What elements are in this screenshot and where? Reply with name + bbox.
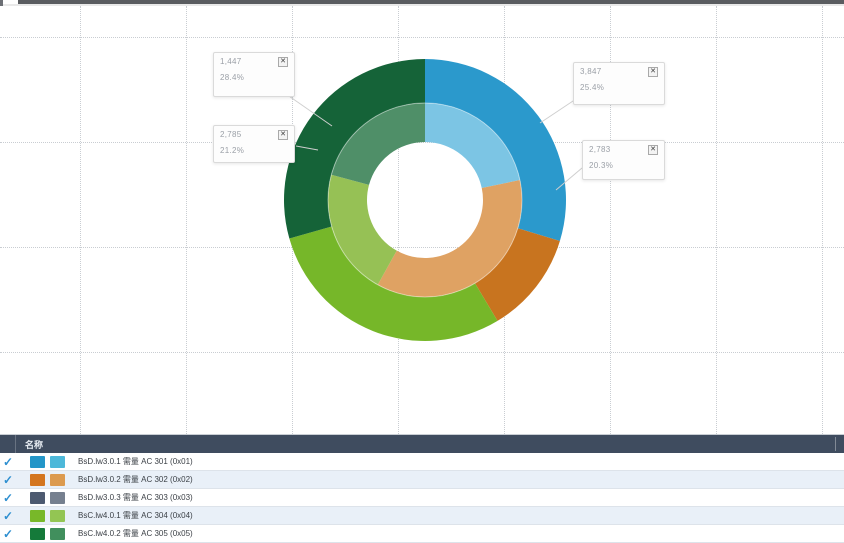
callout-leader-line: [285, 93, 333, 127]
checkbox-checked-icon[interactable]: ✓: [2, 472, 14, 487]
callout-percent: 21.2%: [220, 146, 245, 155]
gridline: [0, 37, 844, 38]
table-row[interactable]: ✓ BsD.lw3.0.3 需量 AC 303 (0x03): [0, 489, 844, 507]
column-header-name: 名称: [25, 439, 44, 450]
callout-percent: 25.4%: [580, 83, 605, 92]
series-label: BsC.lw4.0.2 需量 AC 305 (0x05): [78, 529, 193, 538]
close-icon[interactable]: ✕: [648, 67, 658, 77]
checkbox-cell: ✓: [0, 453, 16, 471]
window-chrome-divider: [0, 4, 844, 6]
series-label: BsC.lw4.0.1 需量 AC 304 (0x04): [78, 511, 193, 520]
chart-callout: 2,785 ✕ 21.2%: [213, 125, 295, 163]
inner-ring-segment-light-blue[interactable]: [425, 103, 520, 189]
series-label: BsD.lw3.0.1 需量 AC 301 (0x01): [78, 457, 193, 466]
table-header: 名称: [0, 435, 844, 453]
callout-percent: 20.3%: [589, 161, 614, 170]
callout-value: 1,447: [220, 57, 242, 66]
header-column-separator: [835, 437, 836, 451]
outer-ring-segment-green[interactable]: [289, 226, 498, 341]
table-row[interactable]: ✓ BsD.lw3.0.2 需量 AC 302 (0x02): [0, 471, 844, 489]
gridline: [0, 142, 844, 143]
inner-ring-segment-sea-green[interactable]: [331, 103, 425, 185]
callout-leader-line: [539, 98, 577, 124]
series-swatch-light: [50, 491, 65, 504]
series-swatch-dark: [30, 473, 45, 486]
checkbox-checked-icon[interactable]: ✓: [2, 508, 14, 523]
callout-value: 3,847: [580, 67, 602, 76]
outer-ring-segment-dark-green[interactable]: [284, 59, 425, 239]
checkbox-checked-icon[interactable]: ✓: [2, 454, 14, 469]
gridline: [0, 352, 844, 353]
gridline: [0, 247, 844, 248]
callout-percent: 28.4%: [220, 73, 245, 82]
table-row[interactable]: ✓ BsC.lw4.0.1 需量 AC 304 (0x04): [0, 507, 844, 525]
inner-ring-segment-light-orange[interactable]: [377, 180, 522, 297]
series-swatch-dark: [30, 527, 45, 540]
series-swatch-light: [50, 473, 65, 486]
chart-callout: 1,447 ✕ 28.4%: [213, 52, 295, 97]
checkbox-cell: ✓: [0, 507, 16, 525]
close-icon[interactable]: ✕: [278, 57, 288, 67]
series-swatch-light: [50, 455, 65, 468]
series-swatch-light: [50, 527, 65, 540]
gridline: [186, 6, 187, 434]
gridline: [398, 6, 399, 434]
callout-leader-line: [555, 167, 583, 191]
series-label: BsD.lw3.0.2 需量 AC 302 (0x02): [78, 475, 193, 484]
window-chrome-top-bar: [18, 0, 844, 4]
chart-callout: 2,783 ✕ 20.3%: [582, 140, 665, 180]
chart-callout: 3,847 ✕ 25.4%: [573, 62, 665, 105]
close-icon[interactable]: ✕: [278, 130, 288, 140]
gridline: [716, 6, 717, 434]
checkbox-checked-icon[interactable]: ✓: [2, 526, 14, 541]
series-swatch-dark: [30, 491, 45, 504]
series-swatch-dark: [30, 455, 45, 468]
checkbox-cell: ✓: [0, 489, 16, 507]
callout-leader-line: [295, 145, 319, 151]
outer-ring-segment-orange[interactable]: [474, 228, 560, 321]
close-icon[interactable]: ✕: [648, 145, 658, 155]
callout-value: 2,785: [220, 130, 242, 139]
series-swatch-light: [50, 509, 65, 522]
donut-chart[interactable]: [0, 6, 844, 434]
gridline: [822, 6, 823, 434]
chart-area: 1,447 ✕ 28.4% 2,785 ✕ 21.2% 3,847 ✕ 25.4…: [0, 6, 844, 434]
checkbox-cell: ✓: [0, 471, 16, 489]
table-row[interactable]: ✓ BsC.lw4.0.2 需量 AC 305 (0x05): [0, 525, 844, 543]
ring-separator: [327, 102, 523, 298]
series-swatch-dark: [30, 509, 45, 522]
checkbox-cell: ✓: [0, 525, 16, 543]
series-label: BsD.lw3.0.3 需量 AC 303 (0x03): [78, 493, 193, 502]
outer-ring-segment-blue[interactable]: [425, 59, 566, 242]
checkbox-checked-icon[interactable]: ✓: [2, 490, 14, 505]
inner-ring-segment-light-green[interactable]: [327, 174, 397, 285]
gridline: [80, 6, 81, 434]
gridline: [610, 6, 611, 434]
table-row[interactable]: ✓ BsD.lw3.0.1 需量 AC 301 (0x01): [0, 453, 844, 471]
header-checkbox-cell: [0, 435, 16, 453]
callout-value: 2,783: [589, 145, 611, 154]
series-table: 名称 ✓ BsD.lw3.0.1 需量 AC 301 (0x01) ✓ BsD.…: [0, 434, 844, 543]
